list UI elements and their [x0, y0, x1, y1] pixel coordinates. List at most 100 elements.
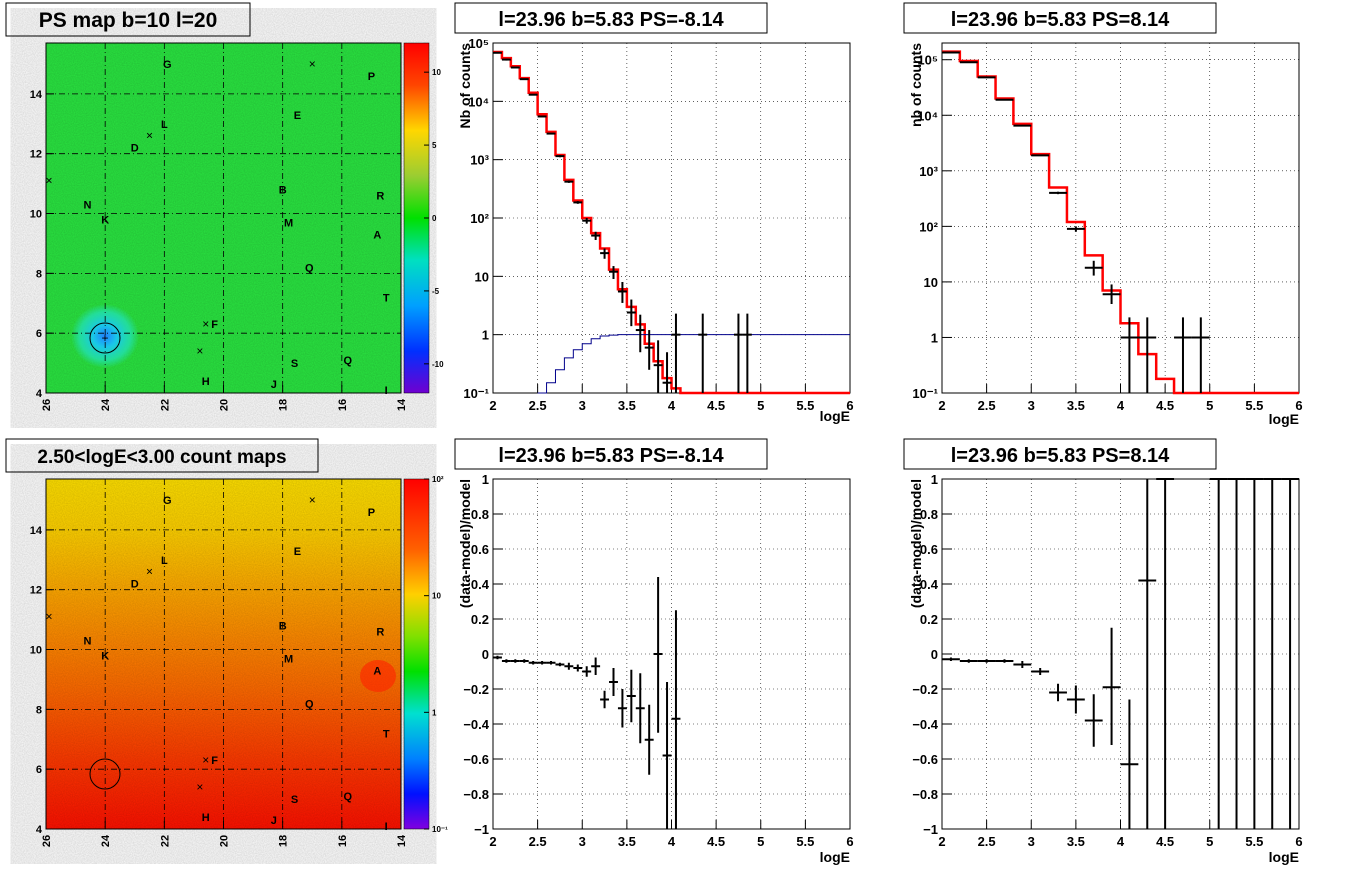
- map-x-tick-label: 14: [396, 398, 408, 411]
- ps-map-hotspot-cross: +: [101, 331, 108, 345]
- x-tick-label: 5.5: [796, 398, 814, 413]
- x-tick-label: 6: [846, 398, 853, 413]
- map-x-tick-label: 16: [337, 399, 349, 411]
- plot-frame: [941, 42, 1300, 394]
- source-label: P: [368, 71, 375, 83]
- map-x-tick-label: 18: [278, 835, 290, 847]
- x-tick-label: 3.5: [1067, 834, 1085, 849]
- y-tick-label: 1: [931, 330, 938, 345]
- residual-left-xlabel: logE: [820, 849, 850, 865]
- source-marker: ×: [202, 317, 209, 331]
- x-tick-label: 5: [757, 834, 764, 849]
- count-map-colorbar: [403, 478, 430, 830]
- count-map-colorbar-ticks: 10² 10 1 10⁻¹: [424, 475, 448, 834]
- x-tick-label: 6: [1295, 834, 1302, 849]
- map-x-tick-label: 24: [100, 398, 112, 411]
- y-tick-label: −0.6: [463, 752, 489, 767]
- spectrum-left-xlabel: logE: [820, 408, 850, 424]
- y-tick-label: 10⁵: [468, 36, 489, 51]
- map-y-tick-label: 14: [30, 525, 43, 537]
- x-tick-label: 2.5: [978, 398, 996, 413]
- y-tick-label: 10: [475, 269, 489, 284]
- source-label: N: [83, 200, 91, 212]
- count-map-panel: 2.50<logE<3.00 count maps G P L E D B R NK M A Q T F…: [5, 438, 448, 847]
- residual-left-title-box: [454, 438, 768, 470]
- map-x-tick-label: 26: [41, 835, 53, 847]
- source-label: Q: [305, 698, 314, 710]
- source-label: K: [101, 214, 109, 226]
- ps-map-grid: [46, 43, 401, 393]
- y-tick-label: −0.4: [912, 717, 938, 732]
- map-x-tick-label: 26: [41, 399, 53, 411]
- colorbar-tick-label: 1: [432, 708, 437, 717]
- source-label: R: [376, 191, 384, 203]
- ps-map-title-box: [5, 2, 251, 37]
- spectrum-right-xlabel: logE: [1269, 411, 1299, 427]
- source-label: J: [271, 379, 277, 391]
- residual-right-title: l=23.96 b=5.83 PS=8.14: [951, 445, 1170, 467]
- y-tick-label: 0.2: [471, 612, 489, 627]
- series-step-line: [537, 334, 850, 394]
- spectrum-right-title-box: [903, 2, 1217, 34]
- source-label: T: [383, 728, 390, 740]
- x-tick-label: 3.5: [618, 834, 636, 849]
- source-marker: ×: [146, 565, 153, 579]
- x-tick-label: 5.5: [1245, 398, 1263, 413]
- y-tick-label: 10⁴: [468, 94, 489, 109]
- source-label: I: [385, 821, 388, 833]
- source-label: F: [211, 319, 218, 331]
- source-label: K: [101, 650, 109, 662]
- residual-right-title-box: [903, 438, 1217, 470]
- x-tick-label: 4.5: [707, 398, 725, 413]
- source-label: B: [279, 621, 287, 633]
- x-tick-label: 2: [938, 834, 945, 849]
- residual-right-ylabel: (data-model)/model: [908, 479, 924, 608]
- y-tick-label: 0.4: [471, 577, 490, 592]
- source-label: R: [376, 627, 384, 639]
- x-tick-label: 2.5: [529, 398, 547, 413]
- spectrum-right-title: l=23.96 b=5.83 PS=8.14: [951, 9, 1170, 31]
- colorbar-tick-label: -5: [432, 287, 440, 296]
- x-tick-label: 5: [757, 398, 764, 413]
- source-label: B: [279, 185, 287, 197]
- y-tick-label: 10³: [470, 153, 489, 168]
- x-tick-label: 4.5: [707, 834, 725, 849]
- x-tick-label: 2.5: [529, 834, 547, 849]
- source-marker: ×: [196, 780, 203, 794]
- residual-left-panel: l=23.96 b=5.83 PS=-8.14 2 2.5 3 3.5 4 4.5 5 5.5…: [454, 438, 854, 865]
- y-tick-label: 10⁻¹: [463, 386, 489, 401]
- y-tick-label: 0.4: [920, 577, 939, 592]
- x-tick-label: 2.5: [978, 834, 996, 849]
- residual-right-plot: 2 2.5 3 3.5 4 4.5 5 5.5 6 −1 −0.8 −0.6 −0.4 −0.2 0 0.2 0…: [912, 472, 1302, 849]
- source-label: A: [373, 665, 381, 677]
- x-tick-label: 2: [938, 398, 945, 413]
- spectrum-left-title: l=23.96 b=5.83 PS=-8.14: [498, 9, 724, 31]
- map-x-tick-label: 22: [159, 399, 171, 411]
- source-marker: ×: [202, 753, 209, 767]
- source-label: Q: [305, 262, 314, 274]
- x-tick-label: 5.5: [796, 834, 814, 849]
- source-label: P: [368, 507, 375, 519]
- y-tick-label: 10⁻¹: [912, 386, 938, 401]
- map-y-tick-label: 8: [36, 268, 42, 280]
- source-label: F: [211, 755, 218, 767]
- map-y-tick-label: 6: [36, 328, 42, 340]
- x-tick-label: 5: [1206, 398, 1213, 413]
- source-label: G: [163, 59, 172, 71]
- source-label: M: [284, 217, 293, 229]
- ps-map-hotspot: [71, 304, 139, 368]
- source-label: N: [83, 636, 91, 648]
- source-label: M: [284, 653, 293, 665]
- y-tick-label: 1: [931, 472, 938, 487]
- count-map-grid: [46, 479, 401, 829]
- source-label: E: [294, 110, 301, 122]
- y-tick-label: 10⁵: [917, 53, 938, 68]
- source-label: A: [373, 229, 381, 241]
- spectrum-left-plot: 2 2.5 3 3.5 4 4.5 5 5.5 6 10⁻¹ 1 10 10² 10³ 10⁴ 10⁵: [463, 36, 853, 413]
- x-tick-label: 4: [1117, 834, 1125, 849]
- plot-frame: [941, 478, 1300, 830]
- source-label: L: [161, 119, 168, 131]
- map-x-tick-label: 22: [159, 835, 171, 847]
- map-y-tick-label: 12: [30, 585, 42, 597]
- y-tick-label: 0.8: [920, 507, 938, 522]
